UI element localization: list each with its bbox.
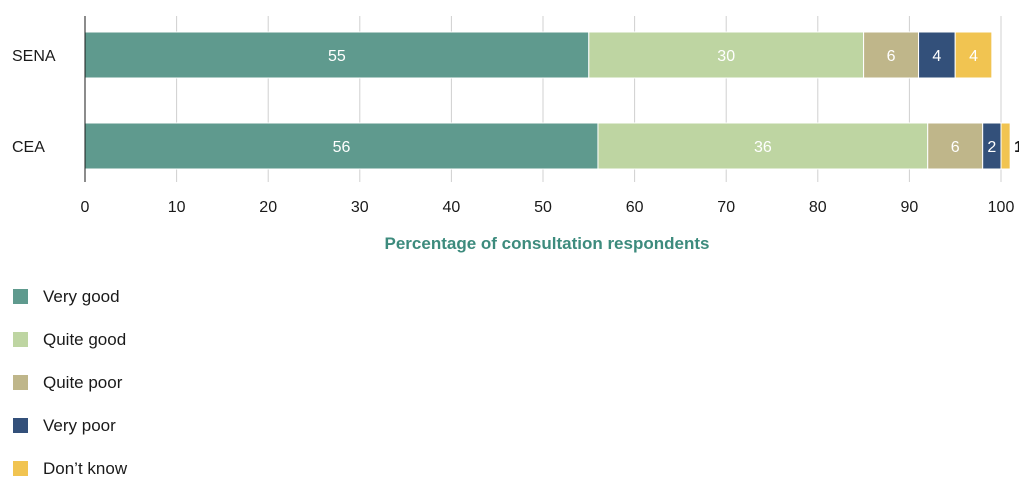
data-label: 36 bbox=[754, 139, 772, 156]
x-tick-label: 90 bbox=[901, 199, 919, 216]
data-label: 55 bbox=[328, 48, 346, 65]
data-label: 56 bbox=[333, 139, 351, 156]
bar-segment bbox=[588, 31, 865, 79]
bar-segment bbox=[927, 122, 984, 170]
legend-label: Don’t know bbox=[43, 459, 128, 478]
category-label: SENA bbox=[12, 48, 56, 65]
data-label: 30 bbox=[717, 48, 735, 65]
data-label: 2 bbox=[987, 139, 996, 156]
y-axis: SENA CEA bbox=[12, 16, 86, 182]
x-tick-label: 10 bbox=[168, 199, 186, 216]
x-tick-label: 0 bbox=[81, 199, 90, 216]
legend-swatch bbox=[13, 289, 28, 304]
x-tick-label: 30 bbox=[351, 199, 369, 216]
category-label: CEA bbox=[12, 139, 45, 156]
bar-segment bbox=[863, 31, 920, 79]
bars: 55 30 6 4 4 56 36 6 2 1 bbox=[84, 31, 1019, 170]
legend-swatch bbox=[13, 418, 28, 433]
bar-segment bbox=[84, 122, 599, 170]
legend-label: Very good bbox=[43, 287, 120, 306]
legend-label: Quite good bbox=[43, 330, 126, 349]
bar-segment bbox=[918, 31, 956, 79]
legend-label: Quite poor bbox=[43, 373, 123, 392]
legend-swatch bbox=[13, 375, 28, 390]
legend-swatch bbox=[13, 461, 28, 476]
x-tick-label: 70 bbox=[717, 199, 735, 216]
bar-segment bbox=[597, 122, 929, 170]
data-label: 6 bbox=[951, 139, 960, 156]
x-tick-label: 100 bbox=[988, 199, 1015, 216]
legend: Very good Quite good Quite poor Very poor Do… bbox=[13, 287, 128, 478]
bar-segment bbox=[954, 31, 993, 79]
data-label: 4 bbox=[932, 48, 941, 65]
bar-segment bbox=[1000, 122, 1011, 170]
legend-swatch bbox=[13, 332, 28, 347]
x-tick-label: 40 bbox=[443, 199, 461, 216]
data-label: 6 bbox=[887, 48, 896, 65]
data-label: 4 bbox=[969, 48, 978, 65]
x-axis-label: Percentage of consultation respondents bbox=[385, 234, 710, 253]
x-tick-label: 60 bbox=[626, 199, 644, 216]
x-tick-label: 20 bbox=[259, 199, 277, 216]
x-tick-label: 50 bbox=[534, 199, 552, 216]
data-label: 1 bbox=[1014, 139, 1019, 156]
legend-label: Very poor bbox=[43, 416, 116, 435]
x-axis: 0 10 20 30 40 50 60 70 80 90 100 bbox=[81, 199, 1015, 216]
x-tick-label: 80 bbox=[809, 199, 827, 216]
